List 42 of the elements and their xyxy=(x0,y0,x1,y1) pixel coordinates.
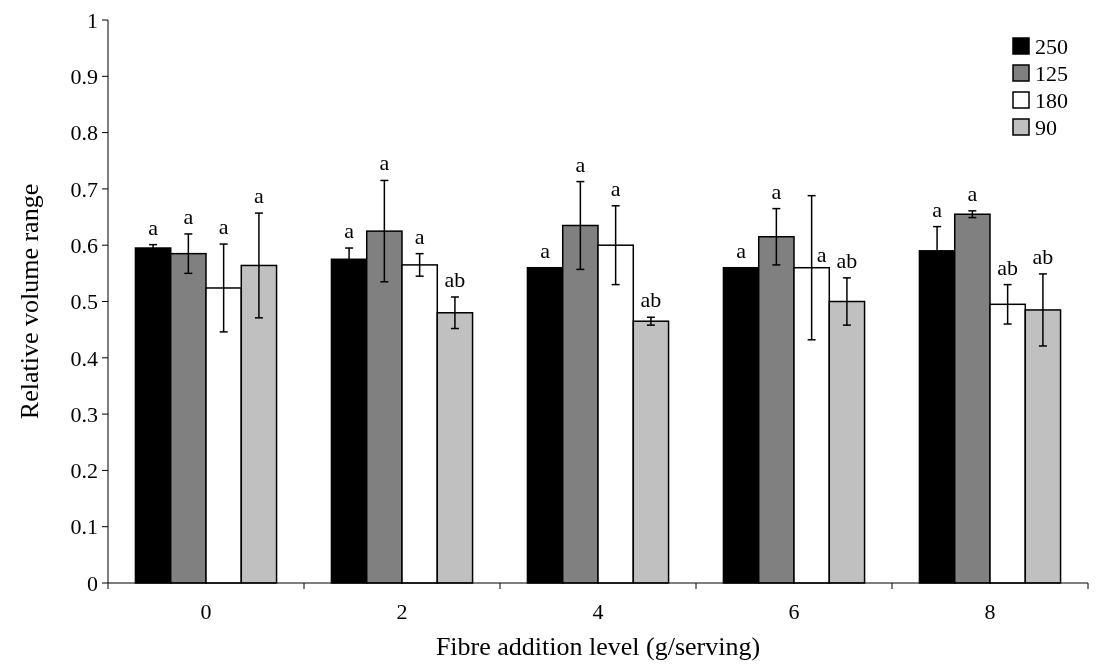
x-tick-label: 6 xyxy=(788,599,800,624)
data-label: ab xyxy=(1032,243,1054,269)
data-label: ab xyxy=(640,287,662,313)
data-label: ab xyxy=(444,267,466,292)
y-tick-label: 0.3 xyxy=(70,401,98,427)
x-tick-label: 8 xyxy=(984,599,996,624)
data-label: ab xyxy=(997,254,1019,280)
data-label: a xyxy=(610,175,621,201)
y-axis-title: Relative volume range xyxy=(15,183,44,420)
legend-label: 90 xyxy=(1035,114,1057,140)
y-tick-label: 0.5 xyxy=(70,289,98,315)
data-label: a xyxy=(967,180,978,206)
data-label: a xyxy=(816,241,827,267)
legend-label: 250 xyxy=(1035,33,1068,59)
data-label: ab xyxy=(836,247,858,273)
data-label: a xyxy=(344,218,355,244)
data-label: a xyxy=(254,183,265,209)
legend-label: 180 xyxy=(1035,87,1068,113)
data-label: a xyxy=(148,214,159,240)
data-label: a xyxy=(414,223,425,249)
y-tick-label: 0.7 xyxy=(70,176,98,202)
y-tick-label: 0.1 xyxy=(70,514,98,540)
y-tick-label: 0.2 xyxy=(70,458,98,484)
x-tick-label: 2 xyxy=(396,599,408,624)
y-tick-label: 0 xyxy=(87,570,98,596)
y-tick-label: 0.8 xyxy=(70,120,98,146)
data-label: a xyxy=(183,203,194,229)
legend-label: 125 xyxy=(1035,60,1068,86)
data-label: a xyxy=(575,151,586,177)
data-label: a xyxy=(771,178,782,204)
y-tick-label: 0.9 xyxy=(70,64,98,89)
y-tick-label: 0.4 xyxy=(70,345,98,371)
x-axis-title: Fibre addition level (g/serving) xyxy=(435,632,761,661)
y-tick-label: 1 xyxy=(87,7,98,33)
y-tick-label: 0.6 xyxy=(70,232,98,258)
data-label: a xyxy=(379,150,390,176)
x-tick-label: 4 xyxy=(592,599,604,624)
data-label: a xyxy=(218,214,229,240)
x-tick-label: 0 xyxy=(200,599,212,624)
data-label: a xyxy=(932,196,943,222)
data-label: a xyxy=(540,237,551,263)
data-label: a xyxy=(736,237,747,263)
